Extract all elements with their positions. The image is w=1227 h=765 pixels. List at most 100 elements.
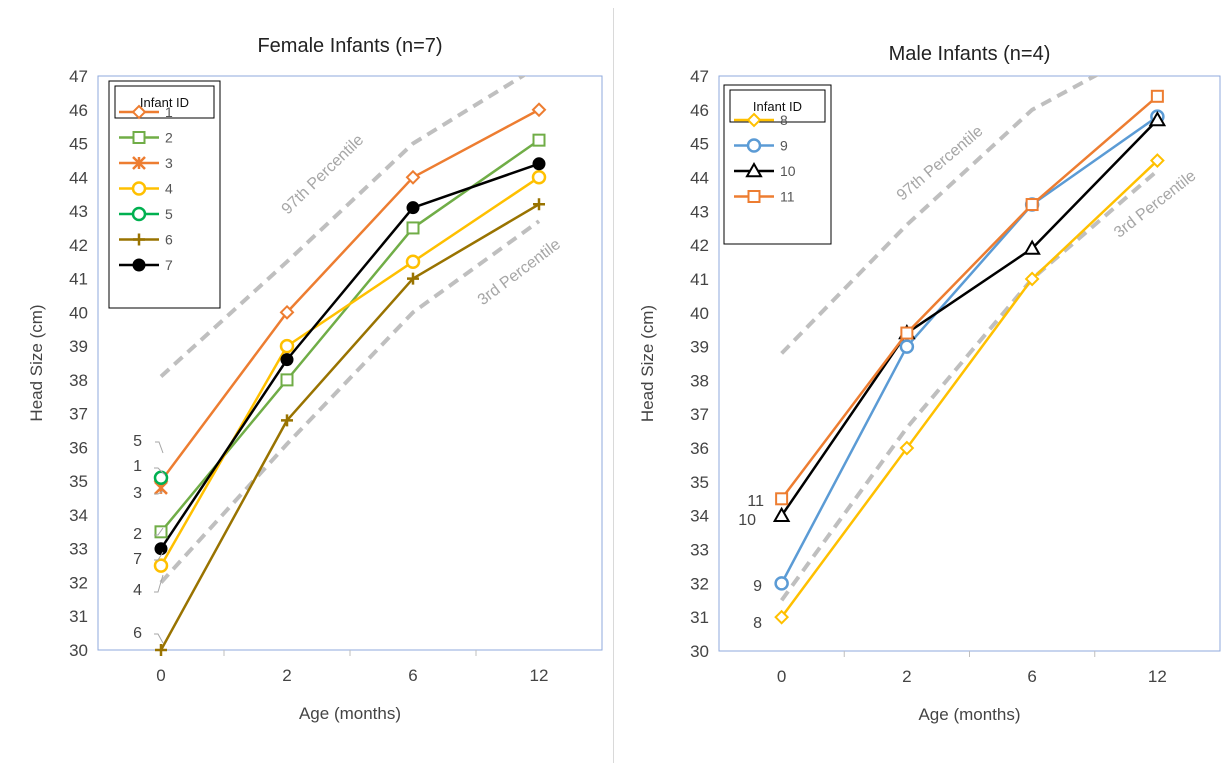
male-y-tick-label: 37 [690,405,709,424]
male-legend-swatch-marker [746,112,762,128]
female-data-point-7 [406,201,420,215]
female-legend-label: 1 [165,104,173,120]
male-y-tick-label: 39 [690,338,709,357]
female-legend-swatch-marker [132,258,146,272]
male-data-point-11 [775,492,789,506]
male-data-point-11 [900,326,914,340]
male-x-tick-label: 2 [902,667,911,686]
female-x-tick-label: 6 [408,666,417,685]
female-y-tick-label: 33 [69,540,88,559]
male-data-point-8 [899,440,915,456]
female-y-tick-label: 46 [69,101,88,120]
female-legend-swatch-marker [132,156,146,170]
female-reference-line-97th [159,76,527,378]
male-x-tick-label: 0 [777,667,786,686]
female-legend-label: 4 [165,181,173,197]
female-chart-panel: Female Infants (n=7) 30 31 32 33 34 35 36 37 38 39… [0,0,613,765]
male-legend-title: Infant ID [753,99,802,114]
female-legend-label: 5 [165,206,173,222]
female-data-point-1 [405,169,421,185]
female-x-tick-label: 12 [530,666,549,685]
female-series-line-1 [159,108,540,482]
female-legend-label: 6 [165,232,173,248]
female-data-point-2 [154,525,168,539]
female-legend-label: 7 [165,257,173,273]
male-data-point-9 [774,576,789,591]
female-point-label: 6 [133,625,142,642]
male-y-tick-label: 44 [690,168,709,187]
female-point-label-leader [154,467,166,476]
male-point-label: 10 [738,512,756,529]
female-point-label: 7 [133,551,142,568]
male-reference-line-97th [780,76,1099,355]
female-point-label-leader [154,490,164,495]
female-percentile-label: 97th Percentile [279,132,368,218]
female-y-tick-label: 34 [69,506,88,525]
female-legend-box [108,80,221,309]
female-series-line-7 [159,162,540,550]
male-y-tick-label: 33 [690,541,709,560]
female-legend: Infant ID1 2 3 4 5 6 7 [108,80,221,309]
male-y-tick-label: 47 [690,67,709,86]
male-data-point-8 [774,609,790,625]
female-point-label-leader [154,527,164,536]
female-point-label-leader [154,551,164,561]
male-legend-label: 8 [780,112,788,128]
male-y-tick-label: 46 [690,101,709,120]
male-y-tick-label: 38 [690,371,709,390]
female-point-label: 4 [133,582,142,599]
male-point-label: 11 [747,493,764,510]
male-y-axis-title: Head Size (cm) [638,305,657,422]
female-chart-title: Female Infants (n=7) [257,35,442,57]
female-point-label: 3 [133,485,142,502]
female-data-point-4 [279,338,295,354]
female-x-tick-label: 2 [282,666,291,685]
female-y-tick-label: 30 [69,641,88,660]
male-data-point-8 [1024,271,1040,287]
male-series-line-10 [780,119,1159,517]
male-legend: Infant ID8 9 10 11 [723,84,832,245]
female-data-point-2 [406,221,420,235]
male-legend-swatch-marker [747,190,761,203]
female-y-tick-label: 43 [69,202,88,221]
male-reference-line-3rd [780,169,1159,602]
female-point-label: 1 [133,458,142,475]
male-data-point-10 [772,506,791,522]
male-x-tick-label: 6 [1027,667,1036,686]
female-point-label-leader [154,574,164,593]
male-point-label: 8 [753,615,762,632]
female-y-tick-label: 40 [69,303,88,322]
female-data-point-4 [405,254,421,269]
female-point-label-leader [155,441,164,454]
female-data-point-7 [154,542,168,556]
male-legend-label: 11 [780,189,795,205]
female-y-tick-label: 37 [69,405,88,424]
female-data-point-6 [533,198,545,211]
female-legend-swatch-marker [131,104,147,120]
female-series-line-6 [159,203,540,651]
female-data-point-6 [281,414,293,427]
female-data-point-7 [280,353,294,367]
female-data-point-6 [155,644,167,656]
male-chart-panel: Male Infants (n=4) 30 31 32 33 34 35 36 37 38 39 40… [617,0,1227,765]
female-reference-line-3rd [159,219,541,584]
female-legend-swatch-marker [132,131,146,144]
male-y-tick-label: 41 [690,270,709,289]
male-y-tick-label: 45 [690,135,709,154]
female-legend-label: 2 [165,130,173,146]
female-data-point-2 [280,373,294,387]
male-x-tick-label: 12 [1148,667,1167,686]
male-data-point-11 [1150,89,1164,103]
female-point-label-leader [154,633,164,644]
male-data-point-10 [1148,110,1167,127]
female-y-tick-label: 31 [69,607,88,626]
male-y-tick-label: 32 [690,574,709,593]
female-y-tick-label: 45 [69,135,88,154]
female-data-point-1 [531,102,547,118]
male-y-tick-label: 43 [690,202,709,221]
male-chart-title: Male Infants (n=4) [889,43,1051,65]
male-point-label: 9 [753,578,762,595]
male-data-point-9 [899,339,915,354]
male-legend-label: 10 [780,163,796,179]
male-legend-title-box [729,89,826,123]
